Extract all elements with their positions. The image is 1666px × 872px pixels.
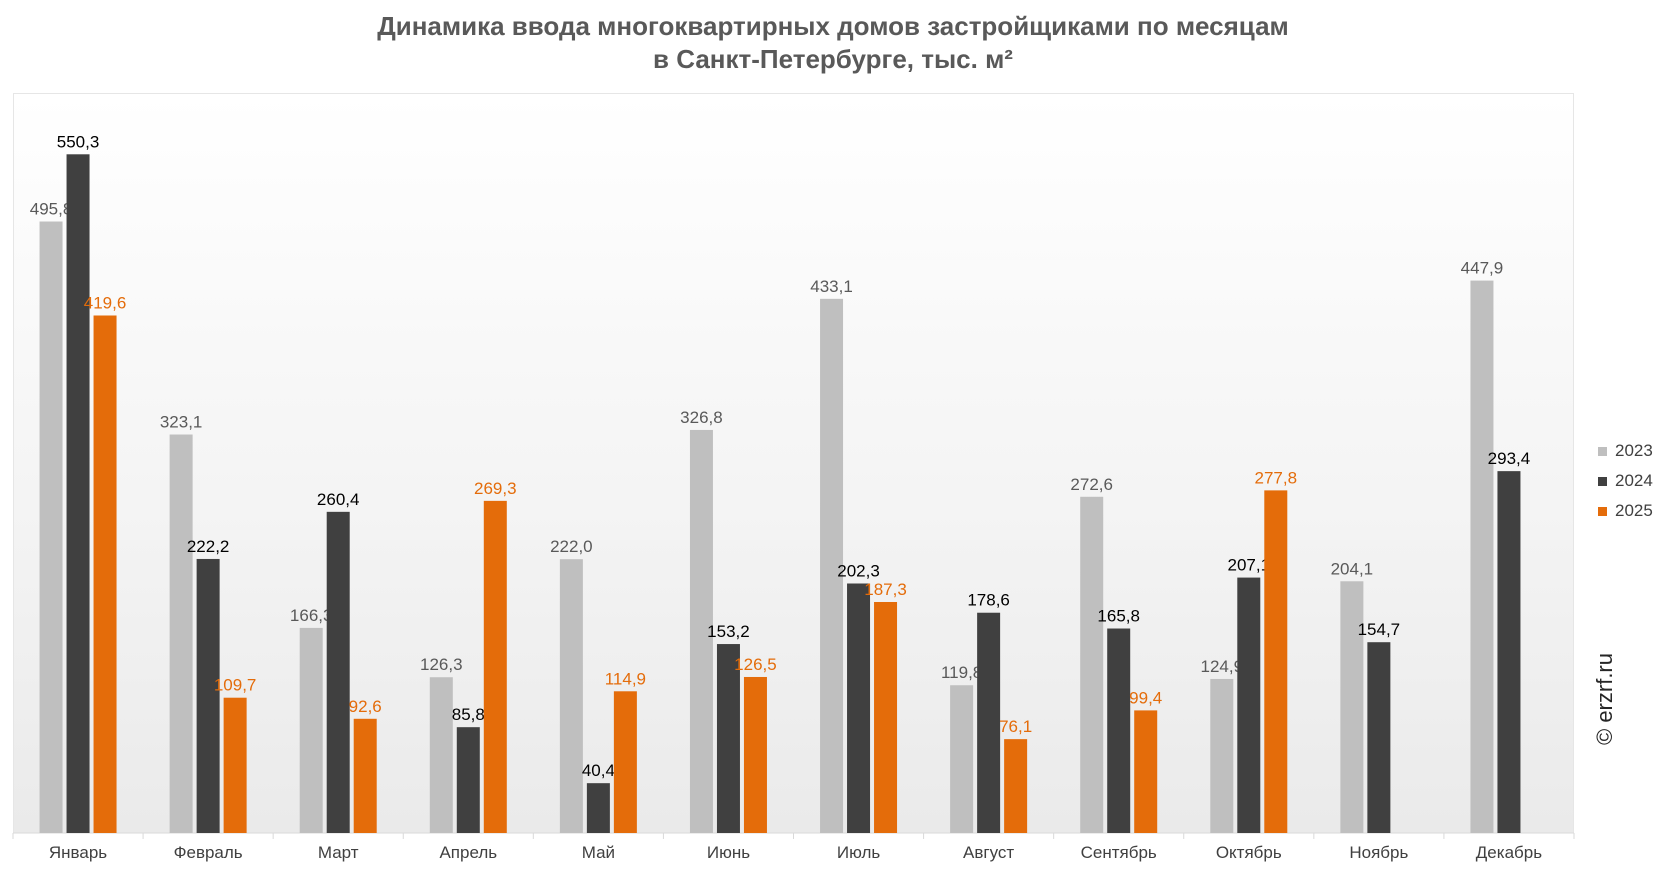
chart-title: Динамика ввода многоквартирных домов зас… — [0, 10, 1666, 76]
data-label: 433,1 — [810, 277, 853, 296]
data-label: 165,8 — [1097, 607, 1140, 626]
data-label: 269,3 — [474, 479, 517, 498]
bar-2025-3 — [353, 718, 377, 833]
x-tick-label: Декабрь — [1476, 843, 1542, 862]
data-label: 260,4 — [317, 490, 360, 509]
bar-2025-1 — [93, 315, 117, 833]
bar-2024-6 — [716, 644, 740, 833]
data-label: 114,9 — [605, 669, 646, 688]
data-label: 166,3 — [290, 606, 333, 625]
data-label: 272,6 — [1070, 475, 1113, 494]
x-tick-label: Февраль — [174, 843, 243, 862]
legend-swatch-2025 — [1598, 506, 1607, 516]
x-tick-label: Май — [582, 843, 615, 862]
chart-title-line1: Динамика ввода многоквартирных домов зас… — [377, 11, 1289, 41]
bar-2025-8 — [1004, 739, 1028, 833]
plot-area — [13, 93, 1574, 833]
bar-2024-7 — [847, 583, 871, 833]
legend: 2023 2024 2025 — [1598, 436, 1653, 526]
data-label: 419,6 — [84, 293, 127, 312]
x-tick-label: Сентябрь — [1081, 843, 1157, 862]
bar-2025-9 — [1134, 710, 1158, 833]
bar-2023-3 — [299, 627, 323, 833]
bar-2023-11 — [1340, 581, 1364, 833]
data-label: 126,5 — [734, 655, 777, 674]
bar-2024-9 — [1107, 628, 1131, 833]
data-label: 178,6 — [967, 591, 1010, 610]
bar-2024-11 — [1367, 642, 1391, 833]
bar-2025-2 — [223, 697, 247, 833]
bar-2023-8 — [950, 685, 974, 833]
data-label: 119,8 — [941, 663, 982, 682]
bar-2025-4 — [483, 500, 507, 833]
bar-2023-6 — [689, 429, 713, 833]
x-tick-label: Октябрь — [1216, 843, 1282, 862]
x-tick-label: Январь — [49, 843, 107, 862]
x-tick-label: Апрель — [439, 843, 497, 862]
data-label: 495,8 — [30, 200, 73, 219]
legend-label-2023: 2023 — [1615, 441, 1653, 460]
data-label: 40,4 — [582, 761, 615, 780]
x-tick-label: Август — [963, 843, 1014, 862]
bar-2023-4 — [429, 677, 453, 833]
data-label: 323,1 — [160, 413, 203, 432]
legend-swatch-2024 — [1598, 476, 1607, 486]
legend-item-2023: 2023 — [1598, 436, 1653, 466]
bar-2024-2 — [196, 558, 220, 833]
bar-2024-8 — [977, 612, 1001, 833]
data-label: 154,7 — [1358, 620, 1401, 639]
bar-2023-2 — [169, 434, 193, 833]
data-label: 76,1 — [999, 717, 1032, 736]
data-label: 550,3 — [57, 132, 100, 151]
legend-label-2025: 2025 — [1615, 501, 1653, 520]
data-label: 277,8 — [1255, 468, 1298, 487]
data-label: 153,2 — [707, 622, 750, 641]
bar-2023-9 — [1080, 496, 1104, 833]
bar-2023-7 — [820, 298, 844, 833]
x-tick-label: Ноябрь — [1349, 843, 1408, 862]
bar-2023-12 — [1470, 280, 1494, 834]
bar-2024-3 — [326, 511, 350, 833]
bar-2023-10 — [1210, 678, 1234, 833]
data-label: 85,8 — [452, 705, 485, 724]
data-label: 126,3 — [420, 655, 463, 674]
legend-label-2024: 2024 — [1615, 471, 1653, 490]
data-label: 326,8 — [680, 408, 723, 427]
data-label: 447,9 — [1461, 259, 1504, 278]
bar-2024-10 — [1237, 577, 1261, 833]
watermark: © erzrf.ru — [1592, 653, 1617, 745]
data-label: 124,9 — [1201, 657, 1244, 676]
x-tick-label: Июнь — [707, 843, 750, 862]
bar-2024-4 — [456, 727, 480, 833]
bar-2025-7 — [874, 601, 898, 833]
data-label: 202,3 — [837, 561, 880, 580]
data-label: 92,6 — [349, 697, 382, 716]
bar-2025-5 — [613, 691, 637, 833]
data-label: 99,4 — [1129, 688, 1162, 707]
data-label: 204,1 — [1331, 559, 1374, 578]
legend-item-2025: 2025 — [1598, 496, 1653, 526]
legend-item-2024: 2024 — [1598, 466, 1653, 496]
data-label: 187,3 — [864, 580, 907, 599]
x-tick-label: Июль — [837, 843, 881, 862]
chart-subtitle: в Санкт-Петербурге, тыс. м² — [653, 44, 1013, 74]
bar-2025-10 — [1264, 490, 1288, 833]
bar-2023-1 — [39, 221, 63, 834]
data-label: 222,2 — [187, 537, 230, 556]
bar-2024-5 — [586, 783, 610, 833]
bar-2023-5 — [559, 559, 583, 833]
data-label: 207,1 — [1228, 556, 1271, 575]
data-label: 109,7 — [214, 676, 257, 695]
data-label: 222,0 — [550, 537, 593, 556]
bar-2025-6 — [743, 676, 767, 833]
x-tick-label: Март — [318, 843, 359, 862]
bar-2024-12 — [1497, 471, 1521, 833]
legend-swatch-2023 — [1598, 446, 1607, 456]
bar-2024-1 — [66, 154, 90, 834]
data-label: 293,4 — [1488, 449, 1531, 468]
